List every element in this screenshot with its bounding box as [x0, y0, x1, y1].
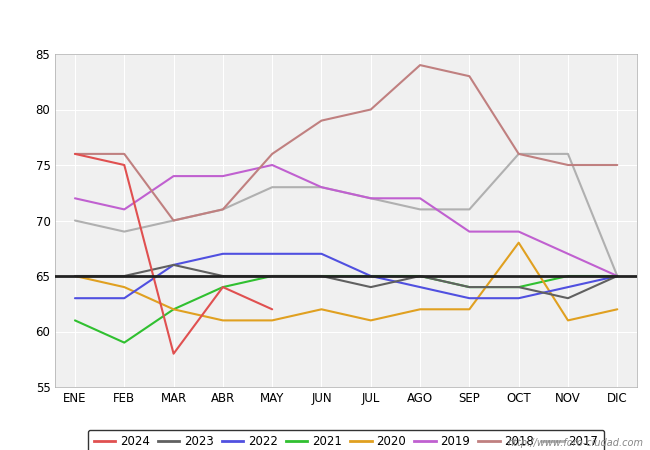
- Text: http://www.foro-ciudad.com: http://www.foro-ciudad.com: [508, 438, 644, 448]
- Text: Afiliados en Vecinos a 31/5/2024: Afiliados en Vecinos a 31/5/2024: [190, 16, 460, 34]
- Legend: 2024, 2023, 2022, 2021, 2020, 2019, 2018, 2017: 2024, 2023, 2022, 2021, 2020, 2019, 2018…: [88, 430, 604, 450]
